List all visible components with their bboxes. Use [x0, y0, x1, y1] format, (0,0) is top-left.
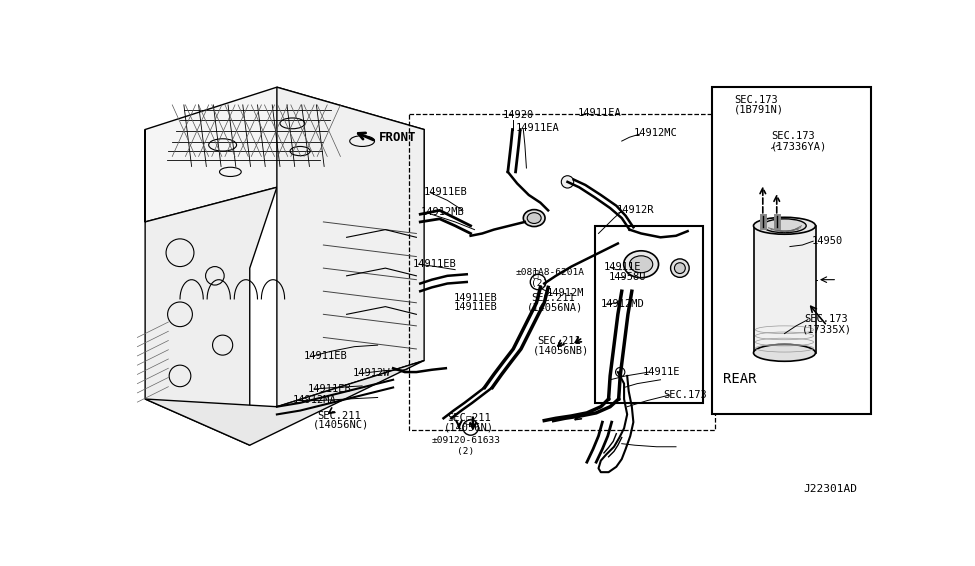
Text: Ⓑ: Ⓑ — [465, 414, 471, 424]
Text: SEC.211: SEC.211 — [531, 293, 575, 303]
Text: 14911E: 14911E — [643, 367, 681, 377]
Text: 14912R: 14912R — [616, 205, 654, 215]
Text: 14911EA: 14911EA — [577, 108, 621, 118]
Text: (1B791N): (1B791N) — [734, 105, 784, 115]
Text: 14912MC: 14912MC — [634, 128, 677, 138]
Ellipse shape — [754, 344, 815, 361]
Ellipse shape — [630, 256, 652, 273]
Circle shape — [463, 420, 479, 435]
Text: 14920: 14920 — [503, 110, 534, 120]
Text: 14911EB: 14911EB — [308, 384, 352, 393]
Ellipse shape — [762, 219, 806, 233]
Text: 14911EB: 14911EB — [424, 187, 468, 198]
Text: 14911E: 14911E — [604, 262, 642, 272]
Text: SEC.173: SEC.173 — [803, 314, 847, 324]
Text: 14911EB: 14911EB — [453, 293, 497, 303]
Text: ±09120-61633: ±09120-61633 — [432, 436, 501, 445]
Text: (14056NA): (14056NA) — [526, 302, 583, 312]
Text: 14911EB: 14911EB — [304, 351, 348, 361]
Text: 14912W: 14912W — [353, 368, 390, 378]
Bar — [595, 226, 703, 403]
Text: SEC.211: SEC.211 — [317, 410, 361, 421]
Circle shape — [671, 259, 689, 277]
Text: 14912MD: 14912MD — [601, 299, 644, 309]
Polygon shape — [145, 87, 424, 222]
Polygon shape — [277, 87, 424, 407]
Text: SEC.173: SEC.173 — [663, 390, 707, 400]
Ellipse shape — [527, 213, 541, 224]
Ellipse shape — [754, 217, 815, 234]
Circle shape — [562, 175, 573, 188]
Text: 14958U: 14958U — [608, 272, 646, 282]
Text: 14950: 14950 — [811, 236, 842, 246]
Bar — [409, 114, 715, 430]
Text: (14056N): (14056N) — [444, 422, 493, 432]
Text: (2): (2) — [456, 447, 474, 456]
Ellipse shape — [524, 209, 545, 226]
Text: 14911EB: 14911EB — [412, 259, 456, 269]
Circle shape — [615, 367, 625, 377]
Text: 14912MA: 14912MA — [292, 395, 336, 405]
Text: SEC.211: SEC.211 — [537, 336, 581, 346]
Text: SEC.211: SEC.211 — [448, 413, 491, 423]
Bar — [754, 226, 815, 353]
Text: 14911EA: 14911EA — [516, 123, 560, 134]
Text: (17335X): (17335X) — [802, 324, 852, 335]
Text: (2): (2) — [531, 279, 548, 288]
Text: (17336YA): (17336YA) — [771, 141, 828, 151]
Circle shape — [675, 263, 685, 273]
Text: (14056NC): (14056NC) — [313, 420, 369, 430]
Polygon shape — [145, 361, 424, 445]
Text: SEC.173: SEC.173 — [771, 131, 815, 141]
Text: 14912M: 14912M — [547, 288, 584, 298]
Text: 14911EB: 14911EB — [453, 302, 497, 312]
Text: (14056NB): (14056NB) — [532, 345, 589, 355]
Text: REAR: REAR — [722, 372, 756, 386]
Text: ±081A8-6201A: ±081A8-6201A — [516, 268, 585, 277]
Text: J22301AD: J22301AD — [803, 484, 858, 494]
Ellipse shape — [624, 251, 658, 278]
Text: Ⓑ: Ⓑ — [532, 269, 538, 278]
Text: SEC.173: SEC.173 — [734, 95, 778, 105]
Bar — [713, 87, 872, 414]
Polygon shape — [145, 130, 277, 445]
Text: 14912MB: 14912MB — [420, 207, 464, 217]
Circle shape — [530, 275, 546, 290]
Text: FRONT: FRONT — [379, 131, 416, 144]
